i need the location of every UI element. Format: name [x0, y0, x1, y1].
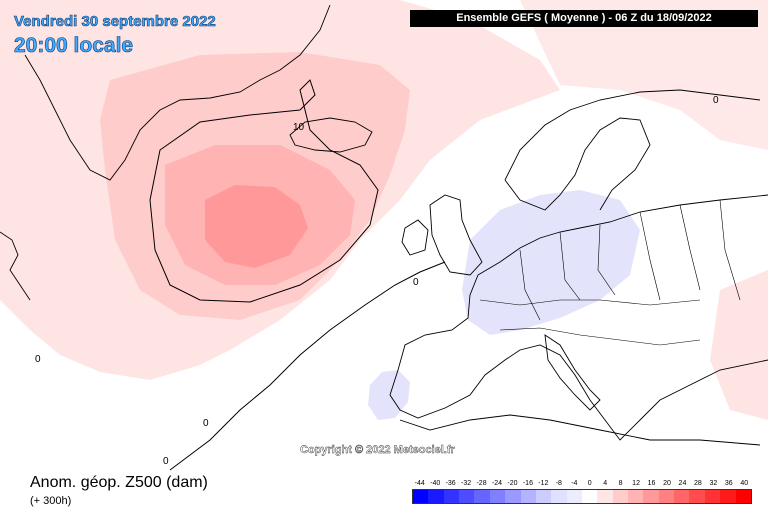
scale-swatch [581, 490, 598, 503]
contour-label-0: 0 [35, 354, 41, 365]
scale-tick-label: 20 [663, 480, 671, 487]
contour-0-atlantic [169, 261, 446, 471]
scale-tick-label: 40 [740, 480, 749, 487]
scale-tick-label: -24 [491, 480, 503, 487]
negative-anomaly-iberia [368, 370, 410, 420]
scandinavia-coast [504, 89, 761, 211]
scale-tick-label: 8 [618, 480, 623, 487]
color-scale-ticks: -44 -40 -36 -32 -28 -24 -20 -16 -12 -8 -4 0 4 8 12 16 20… [412, 479, 752, 489]
scale-tick-label: -8 [555, 480, 562, 487]
british-isles-coast [401, 194, 483, 276]
continental-coast [389, 194, 768, 441]
negative-anomaly-central-europe [462, 190, 640, 335]
forecast-time: 20:00 locale [14, 34, 134, 58]
positive-anomaly-northeast [520, 0, 768, 150]
scale-tick-label: -32 [461, 480, 472, 487]
africa-coast [399, 414, 761, 446]
contour-label-0: 0 [163, 456, 169, 467]
scale-tick-label: 4 [603, 480, 608, 487]
variable-label: Anom. géop. Z500 (dam) [30, 474, 208, 491]
scale-tick-label: -44 [414, 480, 425, 487]
scale-swatch [474, 490, 490, 503]
scale-swatch [443, 490, 460, 503]
scale-tick-label: 12 [632, 480, 640, 487]
scale-tick-label: 32 [709, 480, 718, 487]
positive-anomaly-east [710, 270, 768, 420]
color-scale-bar [412, 489, 752, 504]
scale-tick-label: 16 [647, 480, 656, 487]
contour-10 [149, 79, 379, 303]
contour-label-0: 0 [713, 95, 719, 106]
scale-swatch [459, 490, 475, 503]
anomaly-band-12 [205, 185, 308, 268]
scale-tick-label: 0 [587, 480, 592, 487]
scale-swatch [535, 490, 552, 503]
scale-tick-label: 24 [678, 480, 687, 487]
scale-swatch [505, 490, 521, 503]
anomaly-map: 10 0 0 0 0 0 [0, 0, 768, 472]
scale-swatch [520, 490, 536, 503]
contour-label-10: 10 [293, 122, 305, 133]
italy-coast [544, 334, 601, 411]
scale-swatch [428, 490, 444, 503]
scale-swatch [735, 490, 751, 503]
geopotential-contours [149, 79, 446, 471]
scale-swatch [597, 490, 613, 503]
scale-tick-label: -40 [430, 480, 441, 487]
iceland-coast [289, 117, 373, 153]
contour-label-0: 0 [203, 418, 209, 429]
scale-tick-label: -20 [507, 480, 518, 487]
scale-swatch [704, 490, 721, 503]
scale-tick-label: -12 [538, 480, 549, 487]
border-lines [479, 199, 741, 346]
lead-time-label: (+ 300h) [30, 495, 72, 507]
scale-tick-label: 28 [694, 480, 702, 487]
greenland-coast [24, 4, 331, 181]
contour-label-0: 0 [413, 277, 419, 288]
scale-swatch [489, 490, 506, 503]
scale-swatch [674, 490, 690, 503]
scale-tick-label: -36 [445, 480, 456, 487]
scale-swatch [658, 490, 675, 503]
scale-tick-label: -28 [476, 480, 487, 487]
scale-swatch [551, 490, 567, 503]
copyright-notice: Copyright © 2022 Meteociel.fr [300, 444, 455, 456]
scale-swatch [643, 490, 659, 503]
model-run-banner: Ensemble GEFS ( Moyenne ) - 06 Z du 18/0… [410, 10, 758, 27]
scale-swatch [689, 490, 705, 503]
labrador-coast [0, 231, 31, 301]
country-borders [479, 199, 741, 346]
scale-swatch [628, 490, 644, 503]
scale-swatch [720, 490, 736, 503]
scale-tick-label: 36 [724, 480, 733, 487]
scale-swatch [413, 490, 429, 503]
scale-tick-label: -4 [571, 480, 578, 487]
scale-swatch [566, 490, 582, 503]
coastlines [0, 4, 768, 446]
scale-tick-label: -16 [522, 480, 533, 487]
scale-swatch [612, 490, 629, 503]
forecast-date: Vendredi 30 septembre 2022 [14, 13, 216, 31]
